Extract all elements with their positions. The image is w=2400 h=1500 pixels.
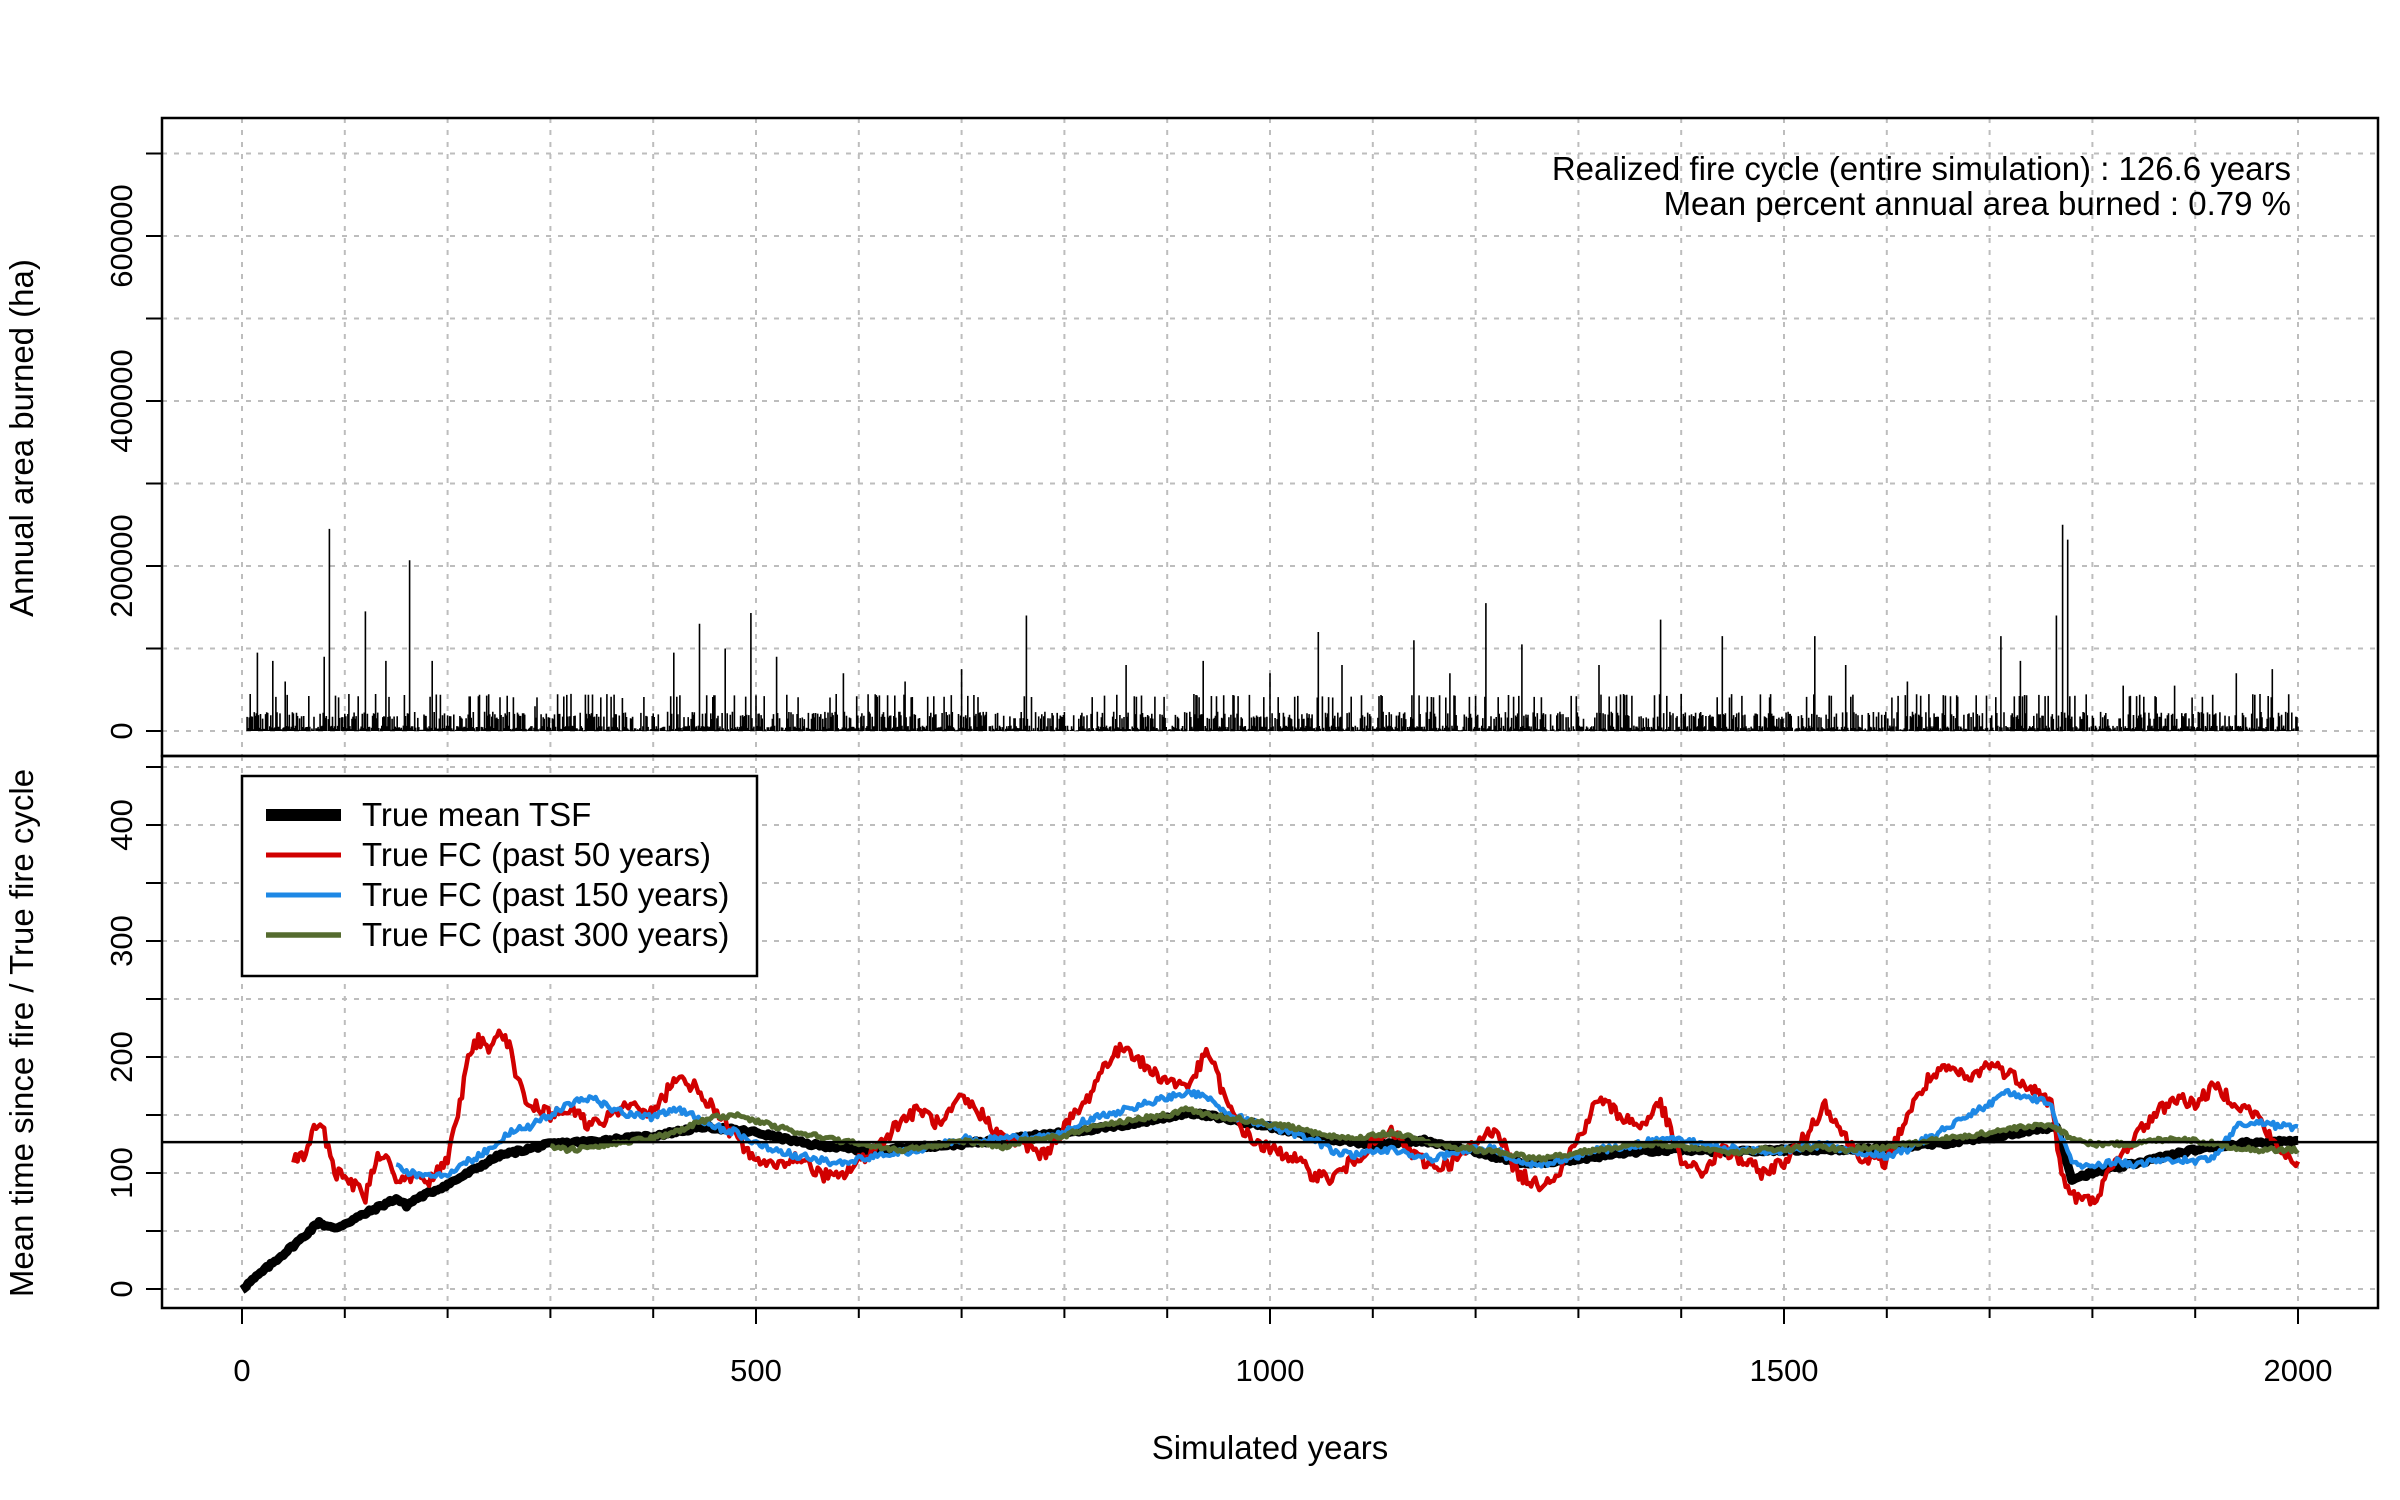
x-tick-label: 1500 — [1750, 1353, 1819, 1388]
series-line-2 — [395, 1087, 2299, 1180]
top-y-axis: 0 200000 400000 600000 — [104, 152, 162, 740]
annotation-realized-fire-cycle: Realized fire cycle (entire simulation) … — [1552, 150, 2291, 187]
x-axis: 0 500 1000 1500 2000 — [233, 1308, 2332, 1388]
top-panel-area-burned: 0 200000 400000 600000 Annual area burned (… — [3, 116, 2380, 758]
bottom-y-tick-label: 200 — [104, 1031, 139, 1083]
bottom-panel-fire-cycle: 0 100 200 300 400 0 500 1000 1500 2000 Mean time… — [3, 754, 2380, 1466]
top-y-tick-label: 200000 — [104, 514, 139, 617]
x-tick-label: 1000 — [1236, 1353, 1305, 1388]
bottom-y-tick-label: 300 — [104, 915, 139, 967]
x-tick-label: 0 — [233, 1353, 250, 1388]
x-tick-label: 2000 — [2264, 1353, 2333, 1388]
bottom-y-tick-label: 400 — [104, 799, 139, 851]
bottom-y-axis: 0 100 200 300 400 — [104, 766, 162, 1298]
series-line-1 — [291, 1028, 2301, 1207]
legend-label-0: True mean TSF — [362, 796, 591, 833]
bottom-panel-frame — [160, 754, 2380, 1310]
top-grid — [162, 118, 2378, 756]
x-tick-label: 500 — [730, 1353, 782, 1388]
annual-area-burned-bars — [246, 524, 2299, 731]
legend-label-1: True FC (past 50 years) — [362, 836, 711, 873]
bottom-grid — [162, 756, 2378, 1308]
top-y-tick-label: 0 — [104, 722, 139, 739]
annual-area-burned-series — [246, 524, 2299, 731]
top-y-tick-label: 600000 — [104, 184, 139, 287]
bottom-y-axis-title: Mean time since fire / True fire cycle — [3, 769, 40, 1297]
legend-label-2: True FC (past 150 years) — [362, 876, 729, 913]
annotation-mean-percent-burned: Mean percent annual area burned : 0.79 % — [1664, 185, 2291, 222]
bottom-y-tick-label: 100 — [104, 1147, 139, 1199]
top-y-axis-title: Annual area burned (ha) — [3, 259, 40, 617]
top-y-tick-label: 400000 — [104, 349, 139, 452]
x-axis-title: Simulated years — [1152, 1429, 1389, 1466]
bottom-y-tick-label: 0 — [104, 1280, 139, 1297]
legend-label-3: True FC (past 300 years) — [362, 916, 729, 953]
